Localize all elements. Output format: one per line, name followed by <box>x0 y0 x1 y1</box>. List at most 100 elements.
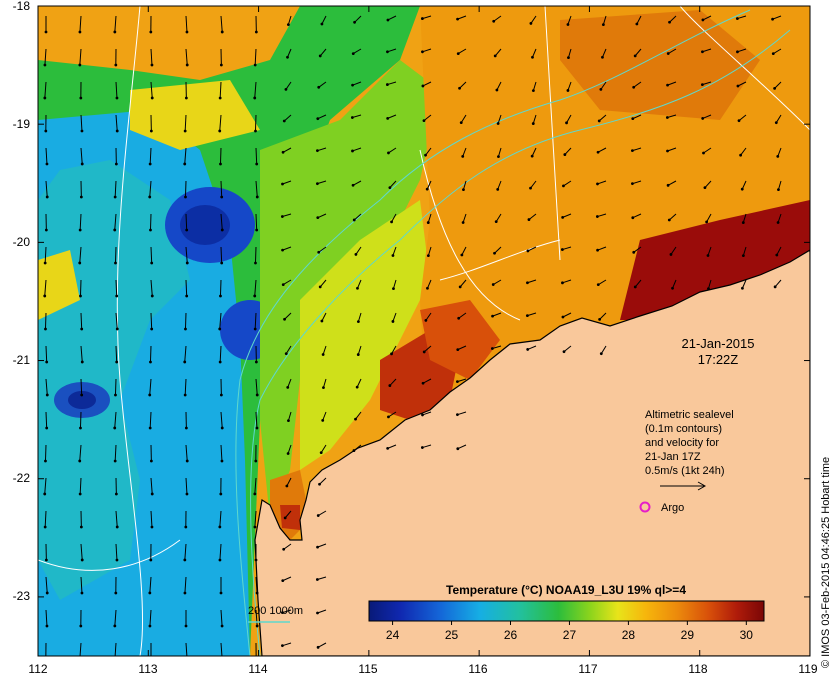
x-tick-label: 118 <box>688 662 707 676</box>
velocity-vector-head <box>351 84 354 87</box>
velocity-vector <box>186 214 187 230</box>
velocity-vector-head <box>528 218 531 221</box>
velocity-vector-head <box>219 559 222 562</box>
velocity-vector-head <box>221 31 224 34</box>
velocity-vector-head <box>150 130 153 133</box>
velocity-vector-head <box>282 151 285 154</box>
velocity-vector-head <box>46 163 49 166</box>
legend-line: and velocity for <box>645 437 719 449</box>
velocity-vector-head <box>184 130 187 133</box>
velocity-vector-head <box>185 427 188 430</box>
velocity-vector-head <box>151 526 154 529</box>
velocity-vector <box>256 214 257 230</box>
velocity-vector-head <box>282 283 285 286</box>
velocity-vector-head <box>776 155 779 158</box>
velocity-vector-head <box>185 625 188 628</box>
x-tick-label: 114 <box>248 662 267 676</box>
velocity-vector-head <box>771 18 774 21</box>
velocity-vector-head <box>284 516 287 519</box>
velocity-vector-head <box>742 221 745 224</box>
velocity-vector-head <box>256 625 259 628</box>
velocity-vector-head <box>79 625 82 628</box>
velocity-vector-head <box>531 56 534 59</box>
velocity-vector-head <box>149 427 152 430</box>
velocity-vector-head <box>597 151 600 154</box>
velocity-vector-head <box>79 427 82 430</box>
y-tick-label: -23 <box>13 589 31 603</box>
colorbar-tick-label: 28 <box>622 628 636 642</box>
velocity-vector-head <box>388 384 391 387</box>
velocity-vector-head <box>457 317 460 320</box>
velocity-vector-head <box>352 184 355 187</box>
velocity-vector-head <box>530 22 533 25</box>
velocity-vector-head <box>151 295 154 298</box>
velocity-vector-head <box>462 188 465 191</box>
velocity-vector-head <box>149 31 152 34</box>
velocity-vector-head <box>81 559 84 562</box>
velocity-vector-head <box>701 19 704 22</box>
velocity-vector-head <box>150 328 153 331</box>
velocity-vector-head <box>78 460 81 463</box>
velocity-vector-head <box>183 361 186 364</box>
velocity-vector-head <box>43 97 46 100</box>
velocity-vector-head <box>220 196 223 199</box>
velocity-vector <box>150 214 151 230</box>
velocity-vector-head <box>666 84 669 87</box>
velocity-vector <box>256 148 257 164</box>
velocity-vector-head <box>254 460 257 463</box>
velocity-vector-head <box>456 413 459 416</box>
velocity-vector-head <box>45 229 48 232</box>
velocity-vector <box>255 115 256 131</box>
velocity-vector-head <box>281 249 284 252</box>
velocity-vector-head <box>254 130 257 133</box>
velocity-vector-head <box>184 394 187 397</box>
velocity-vector-head <box>322 353 325 356</box>
velocity-vector-head <box>113 427 116 430</box>
velocity-vector-head <box>737 85 740 88</box>
velocity-vector <box>185 181 186 197</box>
map-date: 21-Jan-2015 <box>682 336 755 351</box>
velocity-vector-head <box>316 149 319 152</box>
colorbar-title: Temperature (°C) NOAA19_L3U 19% ql>=4 <box>446 583 686 597</box>
velocity-vector-head <box>149 163 152 166</box>
velocity-vector-head <box>219 97 222 100</box>
velocity-vector-head <box>283 120 286 123</box>
velocity-vector-head <box>702 152 705 155</box>
velocity-vector-head <box>562 184 565 187</box>
velocity-vector-head <box>80 328 83 331</box>
velocity-vector-head <box>79 493 82 496</box>
velocity-vector-head <box>149 361 152 364</box>
velocity-vector-head <box>456 447 459 450</box>
velocity-vector-head <box>186 658 189 661</box>
velocity-vector <box>80 280 81 296</box>
velocity-vector-head <box>427 254 430 257</box>
velocity-vector <box>81 313 82 329</box>
velocity-vector-head <box>221 625 224 628</box>
velocity-vector-head <box>671 287 674 290</box>
velocity-vector-head <box>254 262 257 265</box>
velocity-vector-head <box>281 644 284 647</box>
velocity-vector <box>116 280 117 296</box>
velocity-vector-head <box>44 130 47 133</box>
velocity-vector-head <box>422 85 425 88</box>
velocity-vector-head <box>219 493 222 496</box>
legend-line: 21-Jan 17Z <box>645 451 701 463</box>
velocity-vector-head <box>565 121 568 124</box>
velocity-vector-head <box>219 361 222 364</box>
velocity-vector-head <box>185 295 188 298</box>
velocity-vector-head <box>427 221 430 224</box>
velocity-vector-head <box>220 64 223 67</box>
velocity-vector-head <box>492 283 495 286</box>
velocity-vector <box>186 280 187 296</box>
velocity-vector-head <box>253 295 256 298</box>
velocity-vector-head <box>149 229 152 232</box>
colorbar-tick-label: 29 <box>681 628 695 642</box>
velocity-vector <box>81 379 82 395</box>
velocity-vector-head <box>186 262 189 265</box>
map-time: 17:22Z <box>698 352 739 367</box>
velocity-vector-head <box>114 196 117 199</box>
velocity-vector-head <box>256 394 259 397</box>
velocity-vector-head <box>255 361 258 364</box>
velocity-vector-head <box>386 83 389 86</box>
